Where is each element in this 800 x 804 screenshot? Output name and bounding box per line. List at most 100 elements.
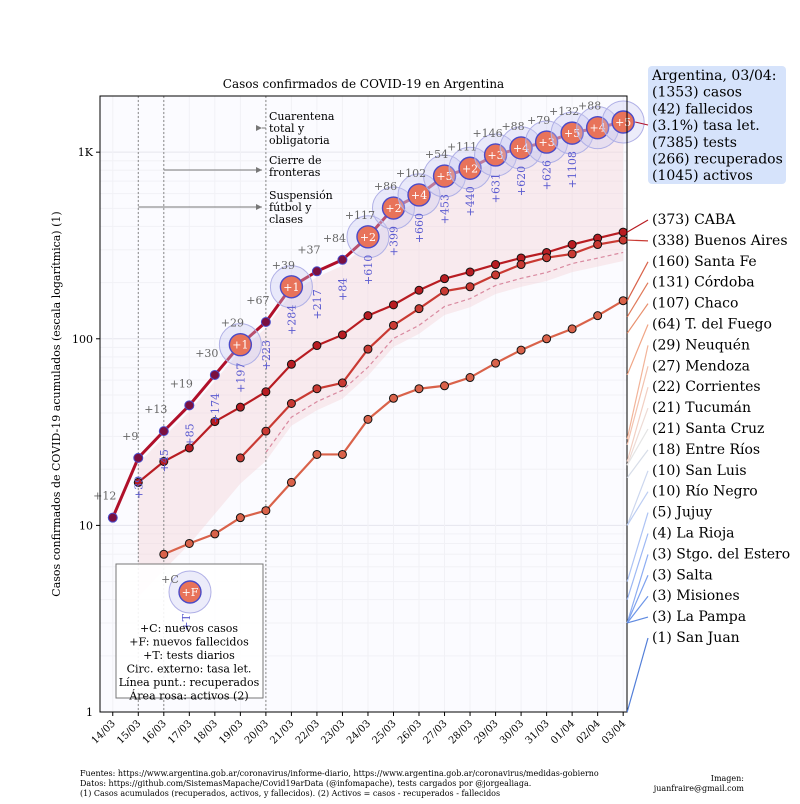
series-point [567,240,577,250]
series-point [261,387,271,397]
province-label: (21) Santa Cruz [652,421,764,437]
series-point [388,320,398,330]
series-point [286,398,296,408]
province-label: (21) Tucumán [652,400,751,416]
province-connector [626,428,649,466]
y-axis-label: Casos confirmados de COVID-19 acumulados… [50,211,63,596]
new-deaths-label: +1 [232,339,248,352]
series-point [312,449,322,459]
new-cases-label: +111 [447,140,477,153]
province-connector [626,449,649,479]
new-cases-label: +13 [144,403,167,416]
tests-label: +45 [158,449,171,472]
series-point [440,381,450,391]
series-point [414,384,424,394]
series-point [414,304,424,314]
legend-sample-cases: +C [161,573,179,586]
new-cases-label: +132 [549,105,579,118]
death-marker [279,275,304,299]
new-deaths-label: +2 [462,162,478,175]
national-point [133,452,144,463]
province-label: (373) CABA [652,212,736,228]
province-connector [626,575,649,624]
legend-line: Área rosa: activos (2) [128,689,248,703]
death-marker [509,136,533,160]
new-deaths-label: +4 [590,122,606,135]
series-point [184,538,194,548]
y-tick-label: 10 [79,519,93,532]
series-point [363,414,373,424]
death-marker [356,225,380,249]
national-point [107,512,118,523]
series-point [312,384,322,394]
national-point [158,426,169,437]
province-label: (64) T. del Fuego [652,317,772,333]
legend-sample-deaths: +F [182,586,199,599]
series-point [414,285,424,295]
tests-label: +453 [439,194,452,224]
legend-sample-tests: +T [180,613,193,630]
new-cases-label: +30 [195,347,218,360]
series-point [542,334,552,344]
summary-line: Argentina, 03/04: [651,68,777,84]
recovered-line [265,251,624,453]
new-deaths-label: +1 [283,281,299,294]
series-point [593,311,603,321]
new-cases-label: +29 [221,317,244,330]
new-cases-label: +39 [272,259,295,272]
series-point [567,324,577,334]
tests-label: +660 [413,213,426,243]
new-deaths-label: +5 [436,170,452,183]
tests-label: +217 [311,289,324,319]
province-label: (18) Entre Ríos [652,442,760,458]
new-deaths-label: +2 [360,231,376,244]
footer-source-line: Datos: https://github.com/SistemasMapach… [80,779,531,788]
death-marker [228,332,253,357]
tests-label: +197 [234,363,247,393]
series-point [159,456,169,466]
series-point [159,549,169,559]
tests-label: +610 [362,255,375,285]
new-cases-label: +86 [374,180,397,193]
tests-label: +631 [490,173,503,203]
summary-line: (3.1%) tasa let. [652,118,760,134]
province-label: (29) Neuquén [652,337,750,353]
summary-line: (1045) activos [652,168,753,184]
province-label: (338) Buenos Aires [652,233,788,249]
tests-label: +84 [336,278,349,301]
new-cases-label: +117 [345,209,375,222]
province-connector [626,470,649,526]
province-connector [627,239,649,242]
series-point [286,359,296,369]
province-connector [626,554,649,624]
series-point [618,227,628,237]
y-tick-label: 100 [72,333,93,346]
legend-line: Línea punt.: recuperados [119,676,260,689]
series-point [337,449,347,459]
active-area [138,127,624,597]
series-point [337,330,347,340]
death-marker [534,130,559,154]
province-label: (5) Jujuy [652,505,712,521]
tests-label: +1108 [566,151,579,188]
series-point [465,373,475,383]
province-label: (131) Córdoba [652,275,755,291]
series-point [261,426,271,436]
chart-title: Casos confirmados de COVID-19 en Argenti… [223,77,504,91]
province-label: (3) Misiones [652,588,740,604]
new-cases-label: +54 [425,148,448,161]
death-marker [585,115,610,140]
province-label: (3) La Pampa [652,609,746,625]
series-point [363,344,373,354]
new-deaths-label: +3 [487,149,503,162]
tests-label: +399 [387,226,400,256]
province-connector [626,324,649,376]
tests-label: +284 [285,305,298,335]
series-point [210,417,220,427]
national-point [260,317,271,328]
tests-label: +223 [260,340,273,370]
summary-connector [635,121,649,126]
new-cases-label: +88 [501,120,524,133]
legend-line: Circ. externo: tasa let. [127,663,252,676]
series-point [184,443,194,453]
